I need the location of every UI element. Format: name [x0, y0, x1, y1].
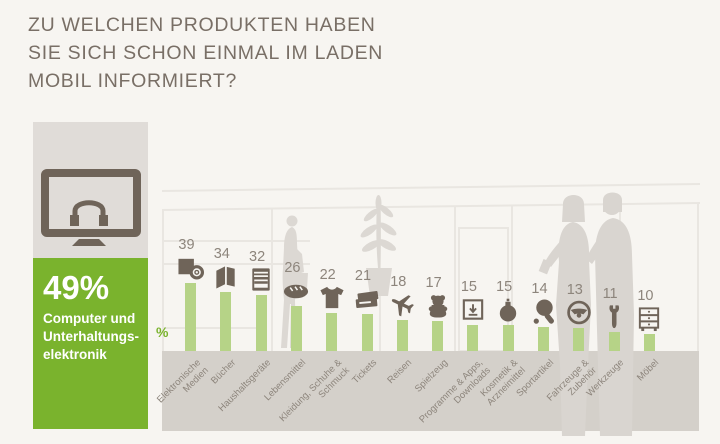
bar	[290, 305, 302, 351]
tv-headphones-icon	[40, 169, 141, 246]
bar	[643, 333, 655, 351]
bar	[361, 314, 373, 351]
highlight-icon-box	[33, 122, 148, 258]
bread-icon	[281, 277, 311, 304]
page-title: ZU WELCHEN PRODUKTEN HABEN SIE SICH SCHO…	[28, 14, 384, 92]
bar-value: 11	[602, 285, 618, 302]
teddy-bear-icon	[423, 292, 453, 319]
bar-column: 15	[456, 279, 490, 351]
highlight-value: 49%	[43, 269, 110, 306]
bar-value: 10	[637, 287, 654, 304]
bar-column: 11	[597, 286, 631, 351]
bar	[396, 319, 408, 351]
bar-column: 18	[385, 274, 419, 351]
bar	[432, 321, 444, 351]
book-icon	[211, 263, 241, 290]
bar	[185, 283, 196, 351]
bar	[220, 291, 232, 351]
bar-value: 22	[319, 266, 336, 283]
plant-silhouette	[360, 195, 397, 296]
bar-column: 10	[632, 288, 666, 351]
bar-column: 13	[562, 282, 596, 351]
bar-value: 26	[284, 259, 301, 276]
bar	[467, 324, 479, 351]
bar-value: 13	[566, 282, 583, 299]
bar-value: 18	[390, 273, 407, 290]
highlight-panel: 49% Computer und Unterhaltungs- elektron…	[33, 258, 148, 429]
bar-column: 14	[527, 281, 561, 351]
bar-column: 17	[421, 275, 455, 351]
bar	[326, 312, 338, 351]
tshirt-icon	[317, 284, 347, 311]
unit-label: %	[156, 324, 169, 340]
electronic-media-icon	[176, 254, 206, 281]
bar-value: 39	[178, 237, 195, 254]
appliance-icon	[246, 266, 276, 293]
bar-column: 15	[491, 279, 525, 351]
bar-value: 15	[496, 278, 513, 295]
bar-value: 15	[460, 278, 477, 295]
steering-wheel-icon	[564, 299, 594, 326]
bar-value: 34	[213, 245, 230, 262]
bar-value: 14	[531, 280, 548, 297]
bar-column: 21	[350, 268, 384, 351]
bar	[573, 328, 585, 351]
wrench-icon	[599, 303, 629, 330]
download-icon	[458, 296, 488, 323]
perfume-icon	[493, 296, 523, 323]
table-tennis-icon	[529, 298, 559, 325]
airplane-icon	[387, 291, 417, 318]
bar	[538, 326, 549, 351]
furniture-icon	[634, 305, 664, 332]
tickets-icon	[352, 285, 382, 312]
bar-column: 34	[209, 246, 243, 351]
bar	[608, 331, 620, 351]
bar-column: 22	[315, 267, 349, 351]
bar-column: 39	[174, 237, 208, 351]
bar-value: 32	[249, 249, 266, 266]
bar-column: 26	[279, 260, 313, 351]
bar-value: 17	[425, 275, 442, 292]
bar	[502, 324, 514, 351]
bar-column: 32	[244, 249, 278, 351]
bar-value: 21	[354, 268, 372, 285]
highlight-label: Computer und Unterhaltungs- elektronik	[43, 311, 139, 362]
bar	[255, 295, 267, 351]
